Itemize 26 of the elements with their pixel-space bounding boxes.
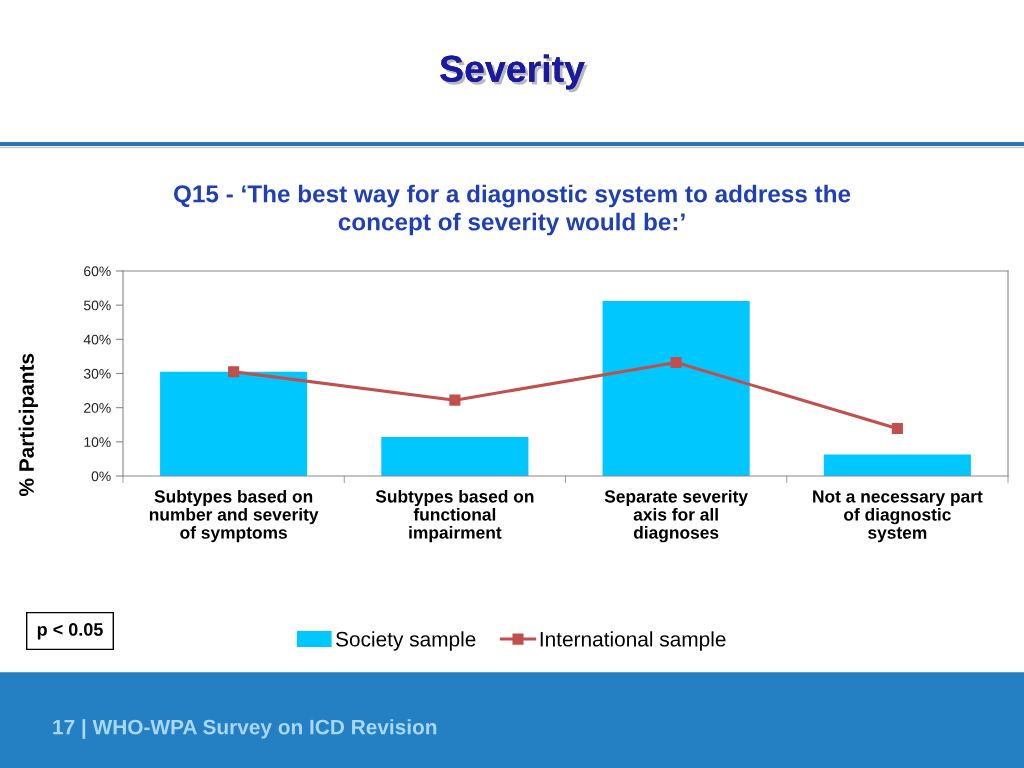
point (891, 422, 903, 435)
text: 17 | WHO-WPA Survey on ICD Revision (53, 719, 437, 739)
y-tick-label: 0% (91, 471, 111, 482)
y-tick-label: 30% (83, 368, 111, 379)
x-tick-label: Not a necessary part of diagnostic system (813, 490, 983, 543)
bar (160, 371, 308, 476)
chart-title: Severity (440, 54, 588, 93)
x-tick-label: Subtypes based on functional impairment (375, 489, 534, 543)
point (228, 366, 240, 378)
point (449, 394, 461, 406)
x-tick-label: Separate severity axis for all diagnoses (604, 489, 748, 543)
legend-label: Society sample (336, 631, 476, 651)
bar (381, 437, 529, 476)
legend-label: International sample (540, 631, 726, 651)
y-axis-title: % Participants (18, 353, 39, 497)
bar (823, 454, 971, 476)
text: p < 0.05 (37, 623, 103, 640)
y-tick-label: 60% (84, 266, 111, 277)
y-tick-label: 50% (83, 300, 111, 311)
y-tick-label: 20% (84, 403, 111, 413)
x-tick-label: Subtypes based on number and severity of symptoms (149, 489, 319, 543)
bar (602, 301, 750, 476)
chart-subtitle: Q15 - ‘The best way for a diagnostic system to address the concept of severity would be:’ (174, 184, 851, 236)
point (670, 357, 682, 369)
y-tick-label: 40% (83, 334, 111, 345)
y-tick-label: 10% (84, 437, 111, 447)
